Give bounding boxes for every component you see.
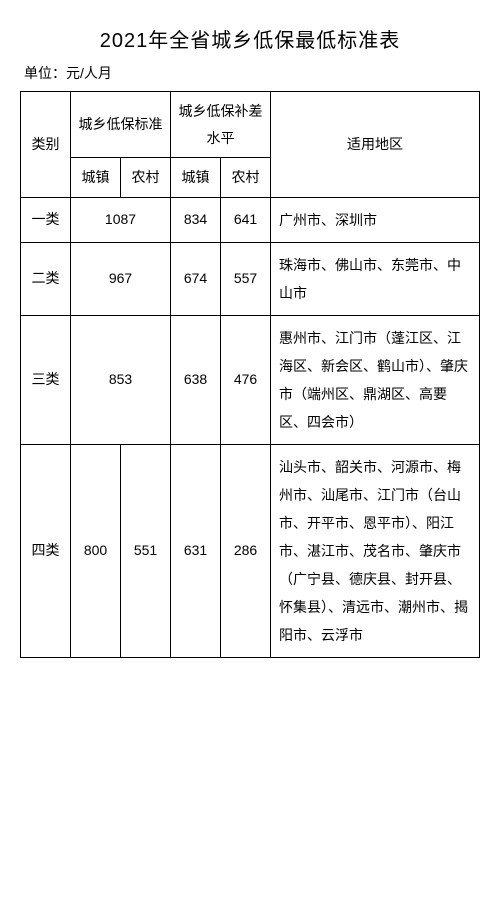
cell-std: 853 [71,315,171,444]
page-title: 2021年全省城乡低保最低标准表 [20,24,480,53]
col-standard-rural: 农村 [121,158,171,198]
col-region: 适用地区 [271,92,480,198]
cell-sub-rural: 286 [221,444,271,657]
col-standard: 城乡低保标准 [71,92,171,158]
cell-region: 汕头市、韶关市、河源市、梅州市、汕尾市、江门市（台山市、开平市、恩平市）、阳江市… [271,444,480,657]
table-row: 三类 853 638 476 惠州市、江门市（蓬江区、江海区、新会区、鹤山市）、… [21,315,480,444]
cell-sub-urban: 638 [171,315,221,444]
col-subsidy: 城乡低保补差水平 [171,92,271,158]
cell-category: 二类 [21,242,71,315]
cell-std: 967 [71,242,171,315]
table-row: 二类 967 674 557 珠海市、佛山市、东莞市、中山市 [21,242,480,315]
cell-region: 珠海市、佛山市、东莞市、中山市 [271,242,480,315]
cell-sub-rural: 476 [221,315,271,444]
cell-sub-urban: 674 [171,242,221,315]
cell-sub-urban: 631 [171,444,221,657]
cell-sub-rural: 557 [221,242,271,315]
col-subsidy-urban: 城镇 [171,158,221,198]
unit-label: 单位：元/人月 [20,63,480,83]
table-row: 四类 800 551 631 286 汕头市、韶关市、河源市、梅州市、汕尾市、江… [21,444,480,657]
col-category: 类别 [21,92,71,198]
cell-region: 惠州市、江门市（蓬江区、江海区、新会区、鹤山市）、肇庆市（端州区、鼎湖区、高要区… [271,315,480,444]
col-subsidy-rural: 农村 [221,158,271,198]
cell-std: 1087 [71,197,171,242]
cell-category: 一类 [21,197,71,242]
cell-std-urban: 800 [71,444,121,657]
cell-category: 三类 [21,315,71,444]
table-row: 一类 1087 834 641 广州市、深圳市 [21,197,480,242]
cell-sub-urban: 834 [171,197,221,242]
cell-sub-rural: 641 [221,197,271,242]
standards-table: 类别 城乡低保标准 城乡低保补差水平 适用地区 城镇 农村 城镇 农村 一类 1… [20,91,480,658]
cell-std-rural: 551 [121,444,171,657]
header-row-1: 类别 城乡低保标准 城乡低保补差水平 适用地区 [21,92,480,158]
cell-category: 四类 [21,444,71,657]
table-body: 一类 1087 834 641 广州市、深圳市 二类 967 674 557 珠… [21,197,480,657]
col-standard-urban: 城镇 [71,158,121,198]
cell-region: 广州市、深圳市 [271,197,480,242]
